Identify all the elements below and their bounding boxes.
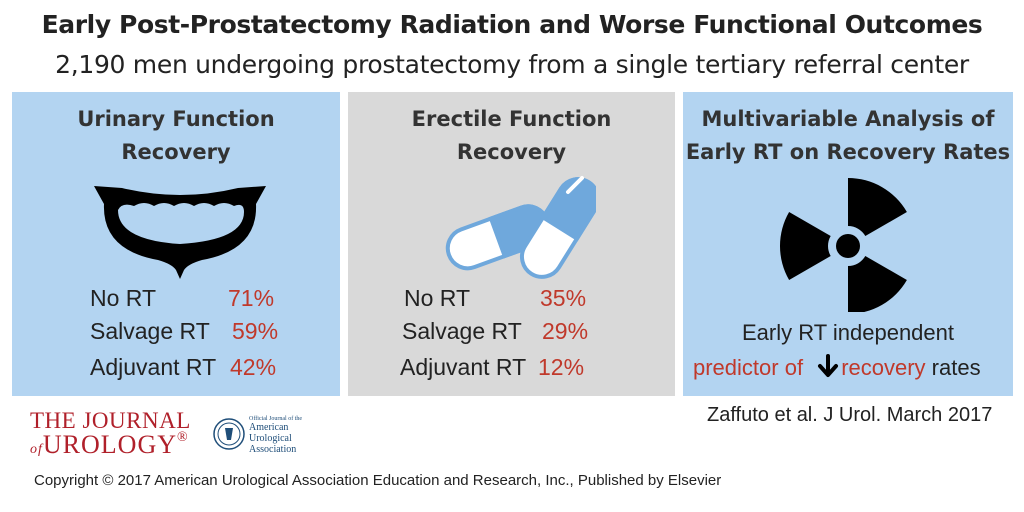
journal-logo-line1: THE JOURNAL (30, 408, 191, 433)
erectile-row-value: 12% (538, 354, 585, 380)
infographic-subtitle: 2,190 men undergoing prostatectomy from … (55, 50, 969, 79)
erectile-panel-title: Erectile Function Recovery (348, 103, 675, 169)
urinary-title-line1: Urinary Function (77, 107, 275, 131)
pills-icon (445, 176, 596, 279)
erectile-row-label: No RT (404, 285, 471, 311)
journal-of-urology-logo: THE JOURNAL ofUROLOGY® (30, 408, 191, 460)
erectile-row-value: 29% (542, 318, 589, 344)
aua-line2: Urological (249, 433, 292, 444)
urinary-row-label: No RT (90, 285, 157, 311)
copyright-notice: Copyright © 2017 American Urological Ass… (34, 472, 722, 489)
journal-logo-line2: ofUROLOGY® (30, 430, 191, 460)
multivariable-title-line1: Multivariable Analysis of (701, 107, 995, 131)
registered-mark: ® (177, 430, 189, 445)
bladder-icon (94, 186, 266, 279)
erectile-row-label: Adjuvant RT (400, 354, 527, 380)
multivariable-title-line2: Early RT on Recovery Rates (685, 140, 1011, 164)
aua-line3: Association (249, 444, 297, 455)
journal-logo-of: of (30, 442, 43, 457)
aua-line1: American (249, 422, 289, 433)
urinary-panel: Urinary Function Recovery No RT 71% Salv… (12, 92, 340, 396)
multivariable-panel: Multivariable Analysis of Early RT on Re… (683, 92, 1013, 396)
aua-text: Official Journal of the American Urologi… (249, 416, 303, 455)
multivariable-panel-title: Multivariable Analysis of Early RT on Re… (683, 103, 1013, 169)
erectile-row-label: Salvage RT (402, 318, 522, 344)
aua-seal-icon (213, 418, 245, 450)
rates-text: rates (931, 355, 981, 380)
aua-small-text: Official Journal of the (249, 416, 303, 422)
urinary-title-line2: Recovery (121, 140, 231, 164)
urinary-row-value: 42% (230, 354, 277, 380)
urinary-row-label: Salvage RT (90, 318, 210, 344)
erectile-title-line1: Erectile Function (411, 107, 612, 131)
urinary-panel-title: Urinary Function Recovery (12, 103, 340, 169)
citation: Zaffuto et al. J Urol. March 2017 (707, 404, 993, 426)
aua-logo: Official Journal of the American Urologi… (213, 416, 302, 455)
urinary-row-label: Adjuvant RT (90, 354, 217, 380)
radiation-icon (780, 177, 907, 312)
journal-logo-name: UROLOGY (42, 430, 177, 459)
multivariable-note-line2: predictor of recovery rates (693, 354, 981, 381)
urinary-row-value: 59% (232, 318, 279, 344)
multivariable-note-line1: Early RT independent (742, 320, 954, 345)
recovery-text: recovery (841, 355, 926, 380)
erectile-title-line2: Recovery (456, 140, 567, 164)
predictor-text: predictor of (693, 355, 804, 380)
infographic-title: Early Post-Prostatectomy Radiation and W… (41, 10, 983, 39)
urinary-row-value: 71% (228, 285, 275, 311)
down-arrow-icon (818, 354, 839, 377)
erectile-panel: Erectile Function Recovery No RT 35% Sal… (348, 92, 675, 396)
erectile-row-value: 35% (540, 285, 587, 311)
